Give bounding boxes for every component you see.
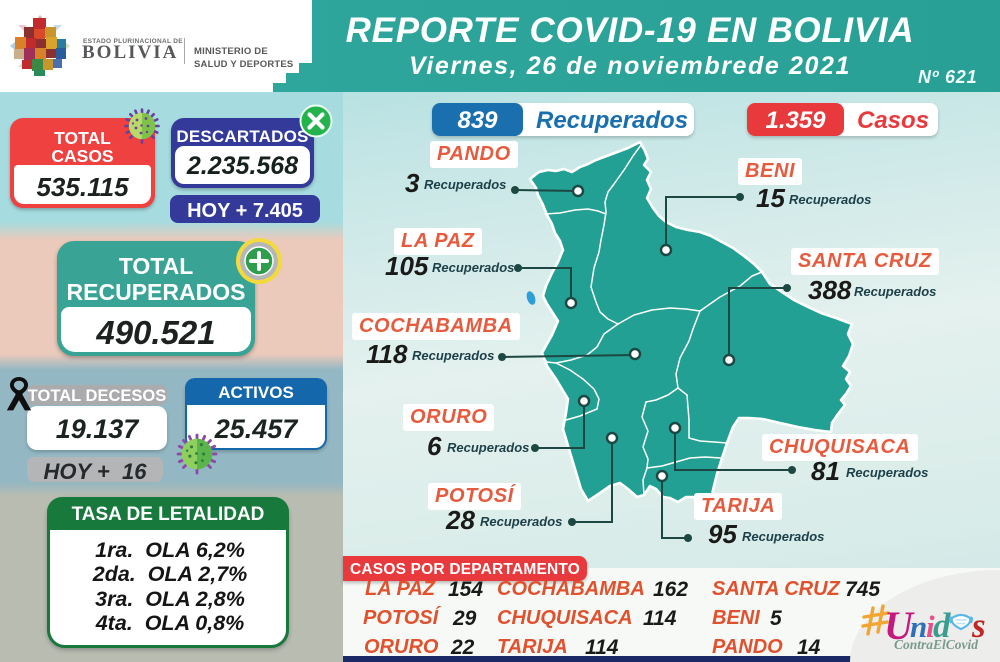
svg-text:d: d <box>933 606 951 645</box>
svg-text:U: U <box>884 603 915 648</box>
svg-text:s: s <box>971 606 986 645</box>
svg-text:ContraElCovid: ContraElCovid <box>894 637 978 652</box>
svg-text:n: n <box>910 609 927 644</box>
svg-text:i: i <box>926 609 935 644</box>
